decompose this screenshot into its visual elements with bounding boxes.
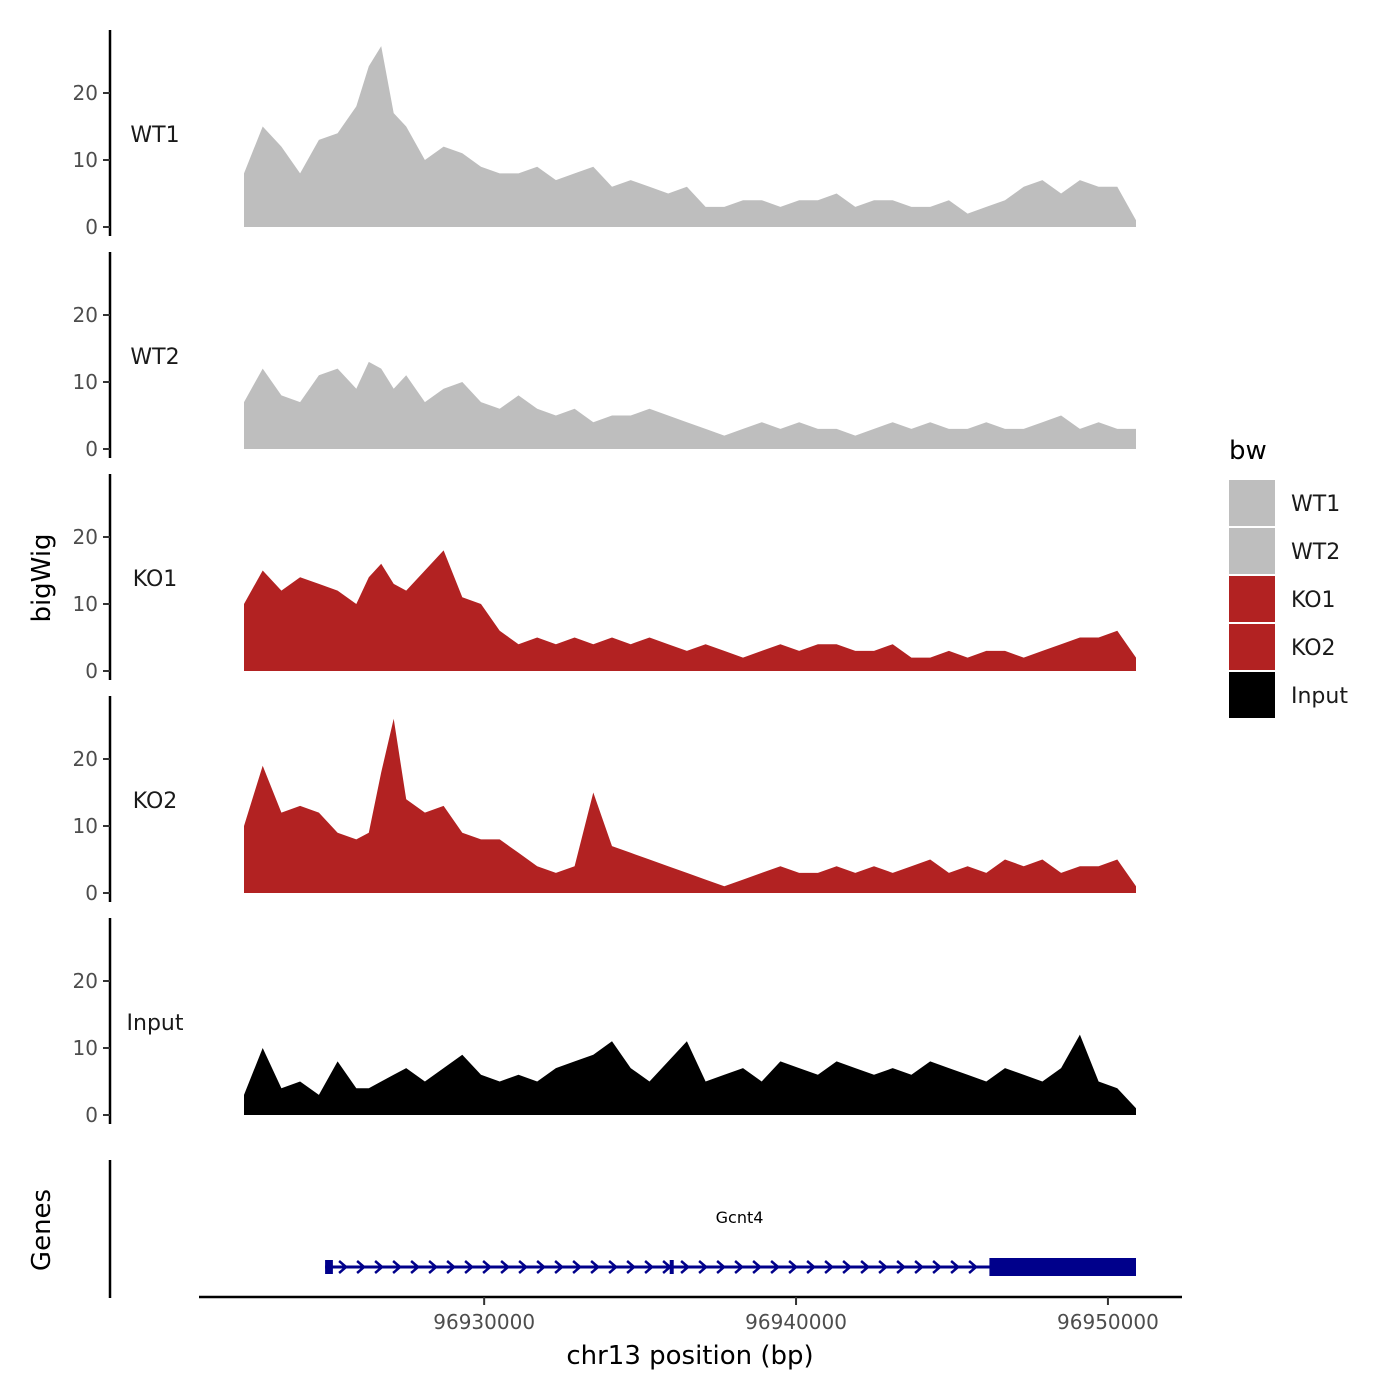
strand-arrow-icon xyxy=(608,1260,619,1274)
strand-arrow-icon xyxy=(536,1260,547,1274)
strand-arrow-icon xyxy=(824,1260,835,1274)
y-tick-label: 20 xyxy=(73,81,98,105)
strand-arrow-icon xyxy=(572,1260,583,1274)
legend-key-wt2 xyxy=(1229,528,1275,574)
legend-label-wt1: WT1 xyxy=(1291,492,1340,517)
gene-exon xyxy=(325,1260,333,1274)
x-tick-label: 96930000 xyxy=(433,1310,535,1334)
track-ko1: 0 10 20 KO1 xyxy=(73,474,1136,683)
legend: bw WT1 WT2 KO1 KO2 Input xyxy=(1229,436,1348,718)
strand-arrow-icon xyxy=(464,1260,475,1274)
y-tick-label: 0 xyxy=(85,1103,98,1127)
y-tick-label: 0 xyxy=(85,659,98,683)
gene-track-panel: Gcnt4 xyxy=(108,1160,1136,1298)
gene-label: Gcnt4 xyxy=(716,1208,764,1227)
legend-key-wt1 xyxy=(1229,480,1275,526)
strand-arrow-icon xyxy=(482,1260,493,1274)
strand-arrow-icon xyxy=(806,1260,817,1274)
x-tick-label: 96940000 xyxy=(745,1310,847,1334)
strand-arrow-icon xyxy=(896,1260,907,1274)
strand-arrow-icon xyxy=(752,1260,763,1274)
strand-arrow-icon xyxy=(860,1260,871,1274)
track-label-ko2: KO2 xyxy=(133,789,178,814)
strand-arrow-icon xyxy=(734,1260,745,1274)
track-label-wt2: WT2 xyxy=(130,345,179,370)
coverage-area-wt1 xyxy=(244,46,1136,227)
coverage-area-input xyxy=(244,1034,1136,1115)
strand-arrow-icon xyxy=(788,1260,799,1274)
y-axis-title: bigWig xyxy=(27,533,57,622)
y-tick-label: 20 xyxy=(73,303,98,327)
strand-arrow-icon xyxy=(356,1260,367,1274)
strand-arrow-icon xyxy=(716,1260,727,1274)
y-tick-label: 0 xyxy=(85,437,98,461)
strand-arrow-icon xyxy=(878,1260,889,1274)
strand-arrow-icon xyxy=(770,1260,781,1274)
legend-key-ko2 xyxy=(1229,624,1275,670)
legend-label-input: Input xyxy=(1291,684,1348,709)
y-tick-label: 0 xyxy=(85,215,98,239)
coverage-area-ko2 xyxy=(244,718,1136,893)
track-label-ko1: KO1 xyxy=(133,567,178,592)
gene-gcnt4: Gcnt4 xyxy=(325,1208,1136,1276)
x-axis: 96930000 96940000 96950000 xyxy=(199,1295,1182,1334)
y-tick-label: 10 xyxy=(73,148,98,172)
gene-exon xyxy=(989,1258,1136,1276)
strand-arrow-icon xyxy=(914,1260,925,1274)
track-wt2: 0 10 20 WT2 xyxy=(73,252,1136,461)
y-tick-label: 10 xyxy=(73,1036,98,1060)
coverage-area-wt2 xyxy=(244,361,1136,449)
strand-arrow-icon xyxy=(698,1260,709,1274)
track-label-wt1: WT1 xyxy=(130,123,179,148)
strand-arrow-icon xyxy=(500,1260,511,1274)
track-ko2: 0 10 20 KO2 xyxy=(73,696,1136,905)
y-tick-label: 10 xyxy=(73,370,98,394)
legend-key-input xyxy=(1229,672,1275,718)
y-tick-label: 20 xyxy=(73,747,98,771)
track-label-input: Input xyxy=(127,1011,184,1036)
strand-arrow-icon xyxy=(644,1260,655,1274)
coverage-tracks: 0 10 20 WT1 0 10 20 WT2 0 10 20 KO1 0 10 20 KO2 0 10 20 Inp… xyxy=(73,30,1136,1127)
strand-arrow-icon xyxy=(428,1260,439,1274)
strand-arrow-icon xyxy=(374,1260,385,1274)
strand-arrow-icon xyxy=(392,1260,403,1274)
legend-label-wt2: WT2 xyxy=(1291,540,1340,565)
strand-arrow-icon xyxy=(554,1260,565,1274)
y-tick-label: 10 xyxy=(73,592,98,616)
legend-key-ko1 xyxy=(1229,576,1275,622)
strand-arrow-icon xyxy=(842,1260,853,1274)
track-input: 0 10 20 Input xyxy=(73,918,1136,1127)
strand-arrow-icon xyxy=(950,1260,961,1274)
strand-arrow-icon xyxy=(968,1260,979,1274)
strand-arrow-icon xyxy=(410,1260,421,1274)
strand-arrow-icon xyxy=(518,1260,529,1274)
legend-label-ko2: KO2 xyxy=(1291,636,1336,661)
legend-title: bw xyxy=(1229,436,1267,466)
x-axis-title: chr13 position (bp) xyxy=(566,1341,813,1371)
x-tick-label: 96950000 xyxy=(1057,1310,1159,1334)
strand-arrow-icon xyxy=(338,1260,349,1274)
strand-arrow-icon xyxy=(680,1260,691,1274)
strand-arrow-icon xyxy=(590,1260,601,1274)
gene-track-title: Genes xyxy=(27,1189,57,1271)
strand-arrow-icon xyxy=(932,1260,943,1274)
strand-arrow-icon xyxy=(626,1260,637,1274)
y-tick-label: 0 xyxy=(85,881,98,905)
coverage-area-ko1 xyxy=(244,550,1136,671)
track-wt1: 0 10 20 WT1 xyxy=(73,30,1136,239)
y-tick-label: 20 xyxy=(73,969,98,993)
gene-exon xyxy=(669,1260,674,1274)
y-tick-label: 20 xyxy=(73,525,98,549)
strand-arrow-icon xyxy=(446,1260,457,1274)
legend-label-ko1: KO1 xyxy=(1291,588,1336,613)
y-tick-label: 10 xyxy=(73,814,98,838)
